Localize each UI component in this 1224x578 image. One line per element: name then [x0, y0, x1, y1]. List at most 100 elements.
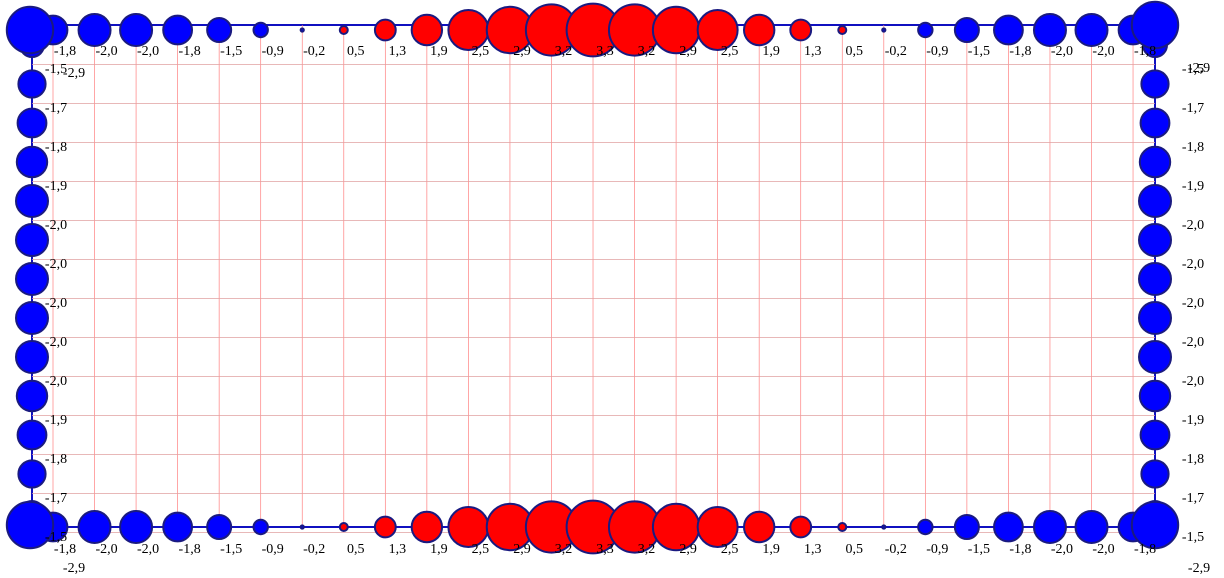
value-label: -1,5: [1182, 530, 1204, 545]
bubble: [77, 13, 112, 47]
bubble: [162, 14, 194, 46]
bubble: [1138, 379, 1172, 413]
value-label: -1,8: [1182, 140, 1204, 155]
value-label: 1,3: [389, 44, 407, 59]
bubble: [5, 500, 55, 550]
labels: -1,5 -1,7 -1,8 -1,9 -2,0 -2,0 -2,0 -2,0 -2,0 -1,9…: [45, 44, 1210, 576]
value-label: -2,0: [1051, 44, 1073, 59]
bubble: [1138, 262, 1172, 296]
bubble: [696, 9, 739, 51]
bubble: [16, 419, 48, 451]
bubble: [15, 340, 49, 374]
value-label: 1,9: [762, 542, 780, 557]
value-label: -2,0: [1182, 335, 1204, 350]
value-label: -2,0: [1092, 44, 1114, 59]
value-label: -2,0: [1182, 218, 1204, 233]
bubble: [1032, 13, 1067, 47]
value-label: 3,2: [638, 44, 656, 59]
bubble: [993, 511, 1024, 543]
bubble: [1139, 107, 1171, 139]
bubble: [881, 27, 887, 33]
value-label: -1,8: [1134, 542, 1156, 557]
value-label: 2,5: [721, 44, 739, 59]
value-label: -2,0: [45, 257, 67, 272]
bubble: [338, 25, 349, 35]
bubble: [1138, 145, 1172, 179]
bubble: [789, 515, 813, 539]
value-label: -2,0: [95, 542, 117, 557]
value-label: -2,0: [1182, 296, 1204, 311]
value-label: -1,9: [45, 413, 67, 428]
value-label: 1,9: [430, 542, 448, 557]
value-label: 3,3: [596, 542, 614, 557]
value-label: -2,0: [95, 44, 117, 59]
bubble: [206, 17, 233, 43]
value-label: -1,5: [45, 62, 67, 77]
value-label: -1,5: [1182, 62, 1204, 77]
value-label: -1,5: [968, 542, 990, 557]
value-label: -1,5: [968, 44, 990, 59]
bubble: [917, 518, 934, 536]
bubble: [15, 223, 49, 257]
bubble: [252, 21, 269, 39]
bubble: [696, 506, 739, 548]
value-label: -1,8: [179, 44, 201, 59]
value-label: 2,5: [472, 542, 490, 557]
value-label: -2,9: [63, 561, 85, 576]
bubble: [1074, 13, 1109, 47]
value-label: 2,5: [472, 44, 490, 59]
value-label: 2,9: [513, 44, 531, 59]
value-label: 1,9: [430, 44, 448, 59]
bubble: [917, 21, 934, 39]
bubble: [15, 145, 49, 179]
bubble: [119, 13, 154, 47]
value-label: 3,2: [555, 44, 573, 59]
value-label: -2,9: [1188, 561, 1210, 576]
value-label: 3,2: [638, 542, 656, 557]
value-label: -1,9: [1182, 413, 1204, 428]
value-label: -1,8: [1009, 542, 1031, 557]
bubble: [953, 17, 980, 43]
value-label: -0,9: [262, 542, 284, 557]
value-label: -1,8: [1182, 452, 1204, 467]
value-label: 1,3: [804, 44, 822, 59]
value-label: -2,0: [137, 44, 159, 59]
bubble: [1138, 223, 1172, 257]
bubble: [1130, 0, 1180, 50]
value-label: -1,7: [45, 101, 67, 116]
bubble: [789, 18, 813, 42]
bubble: [17, 69, 47, 99]
bubble: [15, 262, 49, 296]
value-label: -1,9: [1182, 179, 1204, 194]
bubble: [206, 514, 233, 540]
value-label: -2,0: [1182, 257, 1204, 272]
value-label: 0,5: [347, 542, 365, 557]
bubble: [447, 506, 490, 548]
bubble: [373, 515, 397, 539]
bubble: [252, 518, 269, 536]
value-label: 2,5: [721, 542, 739, 557]
value-label: -1,5: [45, 530, 67, 545]
value-label: -0,9: [926, 44, 948, 59]
value-label: -1,5: [220, 542, 242, 557]
value-label: -1,8: [45, 140, 67, 155]
value-label: -1,8: [45, 452, 67, 467]
bubble: [299, 524, 305, 530]
bubble: [881, 524, 887, 530]
bubble: [5, 5, 55, 55]
value-label: -2,0: [45, 218, 67, 233]
value-label: 1,3: [804, 542, 822, 557]
bubble: [77, 510, 112, 544]
value-label: 3,3: [596, 44, 614, 59]
value-label: 0,5: [846, 44, 864, 59]
value-label: -1,8: [179, 542, 201, 557]
value-label: 2,9: [513, 542, 531, 557]
value-label: -1,8: [1009, 44, 1031, 59]
bubble: [837, 25, 848, 35]
value-label: -2,0: [1092, 542, 1114, 557]
bubble: [1139, 419, 1171, 451]
value-label: -2,0: [45, 296, 67, 311]
value-label: -1,8: [1134, 44, 1156, 59]
bubble: [15, 379, 49, 413]
